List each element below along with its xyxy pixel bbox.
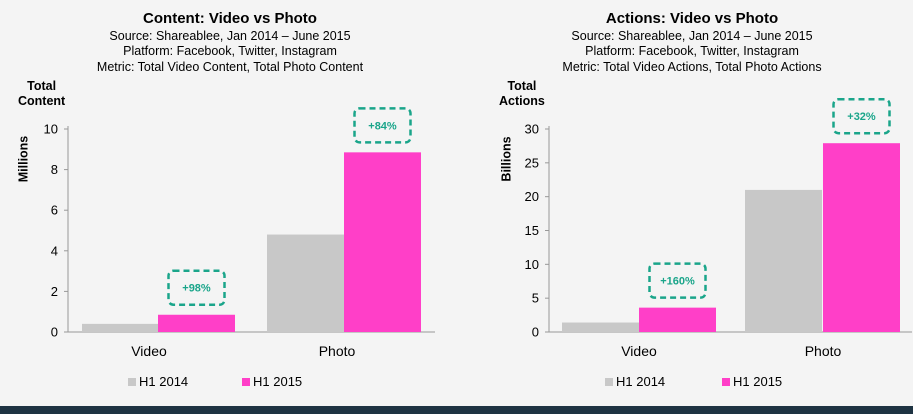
growth-annotation-box: [648, 262, 707, 299]
y-tick-label: 6: [51, 203, 58, 218]
y-tick-label: 30: [525, 122, 539, 137]
growth-annotation-box: [353, 107, 412, 144]
footer-bar: [0, 406, 913, 414]
y-axis-caption: Total Content: [18, 79, 65, 109]
y-tick-label: 20: [525, 189, 539, 204]
chart-subtitle-source: Source: Shareablee, Jan 2014 – June 2015: [571, 29, 813, 43]
bar-h1-2014: [745, 189, 822, 332]
bar-h1-2015: [158, 314, 235, 332]
legend-swatch: [722, 377, 730, 386]
y-tick-label: 2: [51, 284, 58, 299]
y-tick-label: 5: [532, 291, 539, 306]
bar-h1-2014: [562, 322, 639, 332]
y-tick-label: 4: [51, 243, 58, 258]
bar-h1-2015: [639, 307, 716, 332]
chart-subtitle-source: Source: Shareablee, Jan 2014 – June 2015: [109, 29, 351, 43]
legend-item-h1-2015: H1 2015: [242, 374, 302, 389]
legend-label: H1 2014: [616, 374, 666, 389]
legend-label: H1 2015: [253, 374, 303, 389]
x-category-label: Photo: [319, 343, 356, 359]
y-tick-label: 10: [44, 122, 58, 137]
legend-item-h1-2014: H1 2014: [128, 374, 188, 389]
legend-swatch: [128, 377, 136, 386]
chart-title: Content: Video vs Photo: [143, 10, 317, 27]
chart-subtitle-metric: Metric: Total Video Content, Total Photo…: [96, 60, 364, 74]
bar-h1-2014: [82, 323, 159, 332]
y-tick-label: 15: [525, 223, 539, 238]
chart-title: Actions: Video vs Photo: [605, 10, 779, 27]
legend-swatch: [605, 377, 613, 386]
x-category-label: Video: [621, 343, 657, 359]
y-tick-label: 0: [51, 325, 58, 340]
legend-label: H1 2015: [733, 374, 783, 389]
growth-annotation-label: +98%: [182, 283, 211, 295]
y-axis-caption: Total Actions: [499, 79, 545, 109]
y-caption-line: Actions: [499, 94, 545, 108]
chart-subtitle-platform: Platform: Facebook, Twitter, Instagram: [585, 44, 799, 58]
chart-subtitle-metric: Metric: Total Video Actions, Total Photo…: [562, 60, 822, 74]
y-tick-label: 0: [532, 325, 539, 340]
legend-swatch: [242, 377, 250, 386]
y-caption-line: Total: [27, 79, 57, 93]
y-tick-label: 8: [51, 162, 58, 177]
growth-annotation-label: +84%: [368, 120, 397, 132]
legend-item-h1-2014: H1 2014: [605, 374, 665, 389]
legend-item-h1-2015: H1 2015: [722, 374, 782, 389]
growth-annotation-label: +32%: [847, 111, 876, 123]
x-category-label: Video: [131, 343, 167, 359]
growth-annotation-label: +160%: [660, 276, 695, 288]
y-tick-label: 10: [525, 257, 539, 272]
content-chart-plot: 0 2 4 6 8 10 Video Photo +98% +84%: [44, 107, 435, 359]
growth-annotation-box: [832, 97, 891, 135]
content-chart-panel: Content: Video vs Photo Source: Shareabl…: [10, 0, 450, 406]
y-tick-label: 25: [525, 155, 539, 170]
chart-subtitle-platform: Platform: Facebook, Twitter, Instagram: [123, 44, 337, 58]
y-caption-line: Content: [18, 94, 66, 108]
legend-label: H1 2014: [139, 374, 189, 389]
bar-h1-2014: [267, 234, 344, 332]
growth-annotation-box: [167, 269, 226, 306]
bar-h1-2015: [823, 143, 900, 332]
actions-chart-plot: 0 5 10 15 20 25 30 Video Photo +160% +32%: [525, 97, 912, 359]
bar-h1-2015: [344, 152, 421, 332]
actions-chart-panel: Actions: Video vs Photo Source: Shareabl…: [472, 0, 912, 406]
y-caption-line: Total: [507, 79, 537, 93]
x-category-label: Photo: [805, 343, 842, 359]
